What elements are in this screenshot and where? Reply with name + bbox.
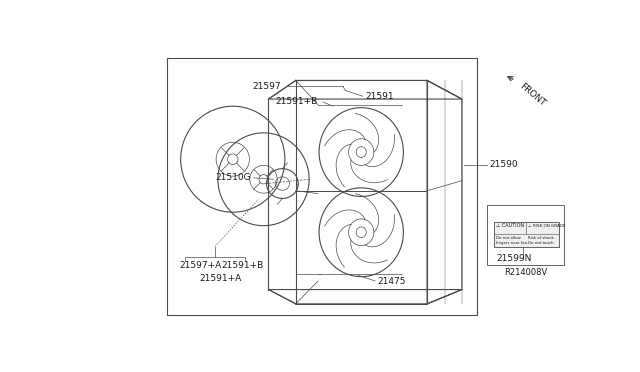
Text: 21591+A: 21591+A [199, 273, 241, 283]
Text: 21591+B: 21591+B [221, 261, 264, 270]
Text: 21599N: 21599N [497, 254, 532, 263]
Text: 21510G: 21510G [216, 173, 251, 182]
Text: 21597+A: 21597+A [179, 261, 221, 270]
Text: ⚠ RISK ON GRADE: ⚠ RISK ON GRADE [528, 224, 565, 228]
Bar [486, 205, 564, 265]
Bar [494, 222, 559, 247]
Text: FRONT: FRONT [518, 82, 547, 108]
Text: R214008V: R214008V [504, 268, 547, 277]
Text: 21597: 21597 [252, 82, 281, 91]
Text: Do not allow
fingers near fan.: Do not allow fingers near fan. [495, 236, 528, 245]
Text: Risk of shock.
Do not touch.: Risk of shock. Do not touch. [528, 236, 555, 245]
Text: 21475: 21475 [378, 277, 406, 286]
Text: 21590: 21590 [489, 160, 518, 169]
Text: 21591: 21591 [365, 92, 394, 101]
Text: ⚠ CAUTION: ⚠ CAUTION [496, 223, 524, 228]
Bar [167, 58, 477, 315]
Text: 21591+B: 21591+B [276, 97, 318, 106]
